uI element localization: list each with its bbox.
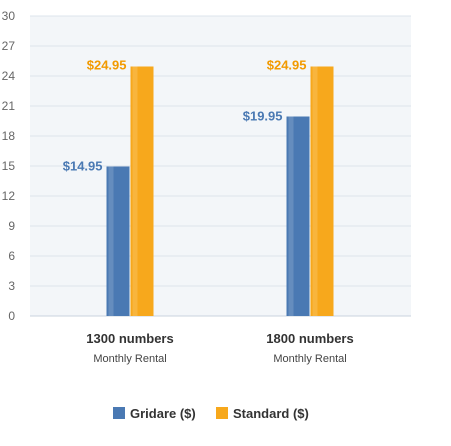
y-tick-label: 30 xyxy=(2,9,16,23)
y-tick-label: 6 xyxy=(8,249,15,263)
x-tick-label: 1300 numbers xyxy=(86,331,173,346)
bar-highlight xyxy=(312,66,318,316)
y-tick-label: 18 xyxy=(2,129,16,143)
x-axis: 1300 numbers Monthly Rental 1800 numbers Mo… xyxy=(86,331,353,365)
y-tick-label: 9 xyxy=(8,219,15,233)
gridlines xyxy=(30,15,411,317)
legend: Gridare ($) Standard ($) xyxy=(113,406,309,421)
y-tick-label: 21 xyxy=(2,99,16,113)
bar-highlight xyxy=(288,116,294,316)
legend-label: Standard ($) xyxy=(233,406,309,421)
bars xyxy=(106,66,334,316)
x-tick-sublabel: Monthly Rental xyxy=(273,353,346,365)
y-axis: 0 3 6 9 12 15 18 21 24 27 30 xyxy=(2,9,16,323)
data-label: $19.95 xyxy=(243,109,283,124)
bar-standard-1 xyxy=(130,66,154,316)
data-label: $24.95 xyxy=(267,58,307,73)
y-tick-label: 3 xyxy=(8,279,15,293)
y-tick-label: 12 xyxy=(2,189,16,203)
y-tick-label: 27 xyxy=(2,39,16,53)
legend-swatch xyxy=(216,407,228,419)
y-tick-label: 24 xyxy=(2,69,16,83)
data-label: $24.95 xyxy=(87,58,127,73)
bar-gridare-1 xyxy=(106,166,130,316)
x-tick-sublabel: Monthly Rental xyxy=(93,353,166,365)
legend-swatch xyxy=(113,407,125,419)
y-tick-label: 0 xyxy=(8,309,15,323)
bar-highlight xyxy=(132,66,138,316)
y-tick-label: 15 xyxy=(2,159,16,173)
legend-label: Gridare ($) xyxy=(130,406,196,421)
bar-highlight xyxy=(108,166,114,316)
data-label: $14.95 xyxy=(63,159,103,174)
data-labels: $14.95 $24.95 $19.95 $24.95 xyxy=(63,58,307,174)
x-tick-label: 1800 numbers xyxy=(266,331,353,346)
bar-standard-2 xyxy=(310,66,334,316)
bar-gridare-2 xyxy=(286,116,310,316)
